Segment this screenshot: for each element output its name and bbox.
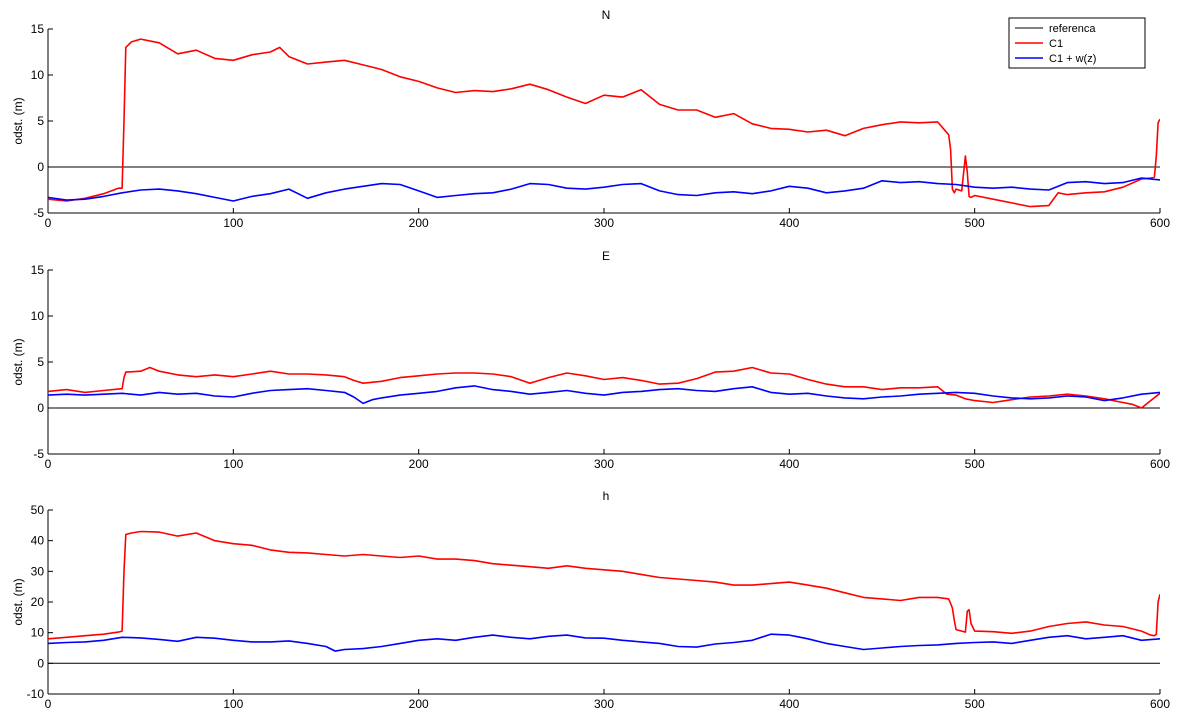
y-tick-label: 0 [37,160,44,174]
legend-entry: C1 [1049,38,1063,50]
panel-title: E [602,249,610,263]
y-tick-label: 0 [37,656,44,670]
y-tick-label: 0 [37,401,44,415]
y-tick-label: 10 [31,68,45,82]
series-line-c1 [48,530,1160,640]
x-tick-label: 500 [965,216,985,230]
y-axis-label: odst. (m) [11,338,25,385]
x-tick-label: 100 [223,216,243,230]
series-line-c1 [48,366,1160,409]
legend-entry: C1 + w(z) [1049,53,1096,65]
y-tick-label: -5 [33,206,44,220]
x-tick-label: 400 [779,216,799,230]
x-tick-label: 300 [594,697,614,711]
x-tick-label: 400 [779,457,799,471]
y-tick-label: 20 [31,595,45,609]
x-tick-label: 100 [223,457,243,471]
panel-title: N [602,8,611,22]
y-tick-label: 15 [31,263,45,277]
x-tick-label: 100 [223,697,243,711]
x-tick-label: 600 [1150,216,1170,230]
series-line-c1 [48,38,1160,208]
x-tick-label: 0 [45,216,52,230]
x-tick-label: 200 [409,216,429,230]
y-tick-label: 15 [31,22,45,36]
series-line-c1-wz [48,177,1160,202]
y-tick-label: -10 [27,687,45,701]
x-tick-label: 200 [409,457,429,471]
y-tick-label: 50 [31,503,45,517]
x-tick-label: 600 [1150,697,1170,711]
legend-entry: referenca [1049,23,1096,35]
x-tick-label: 200 [409,697,429,711]
y-tick-label: 40 [31,534,45,548]
x-tick-label: 300 [594,457,614,471]
x-tick-label: 0 [45,457,52,471]
y-axis-label: odst. (m) [11,578,25,625]
x-tick-label: 500 [965,697,985,711]
y-tick-label: 5 [37,114,44,128]
y-axis-label: odst. (m) [11,97,25,144]
y-tick-label: 30 [31,564,45,578]
y-tick-label: 5 [37,355,44,369]
x-tick-label: 300 [594,216,614,230]
x-tick-label: 600 [1150,457,1170,471]
y-tick-label: 10 [31,309,45,323]
x-tick-label: 400 [779,697,799,711]
y-tick-label: -5 [33,447,44,461]
y-tick-label: 10 [31,626,45,640]
panel-title: h [603,489,610,503]
x-tick-label: 0 [45,697,52,711]
series-line-c1-wz [48,633,1160,652]
legend: referenca C1 C1 + w(z) [1008,17,1146,69]
series-line-c1-wz [48,385,1160,405]
x-tick-label: 500 [965,457,985,471]
